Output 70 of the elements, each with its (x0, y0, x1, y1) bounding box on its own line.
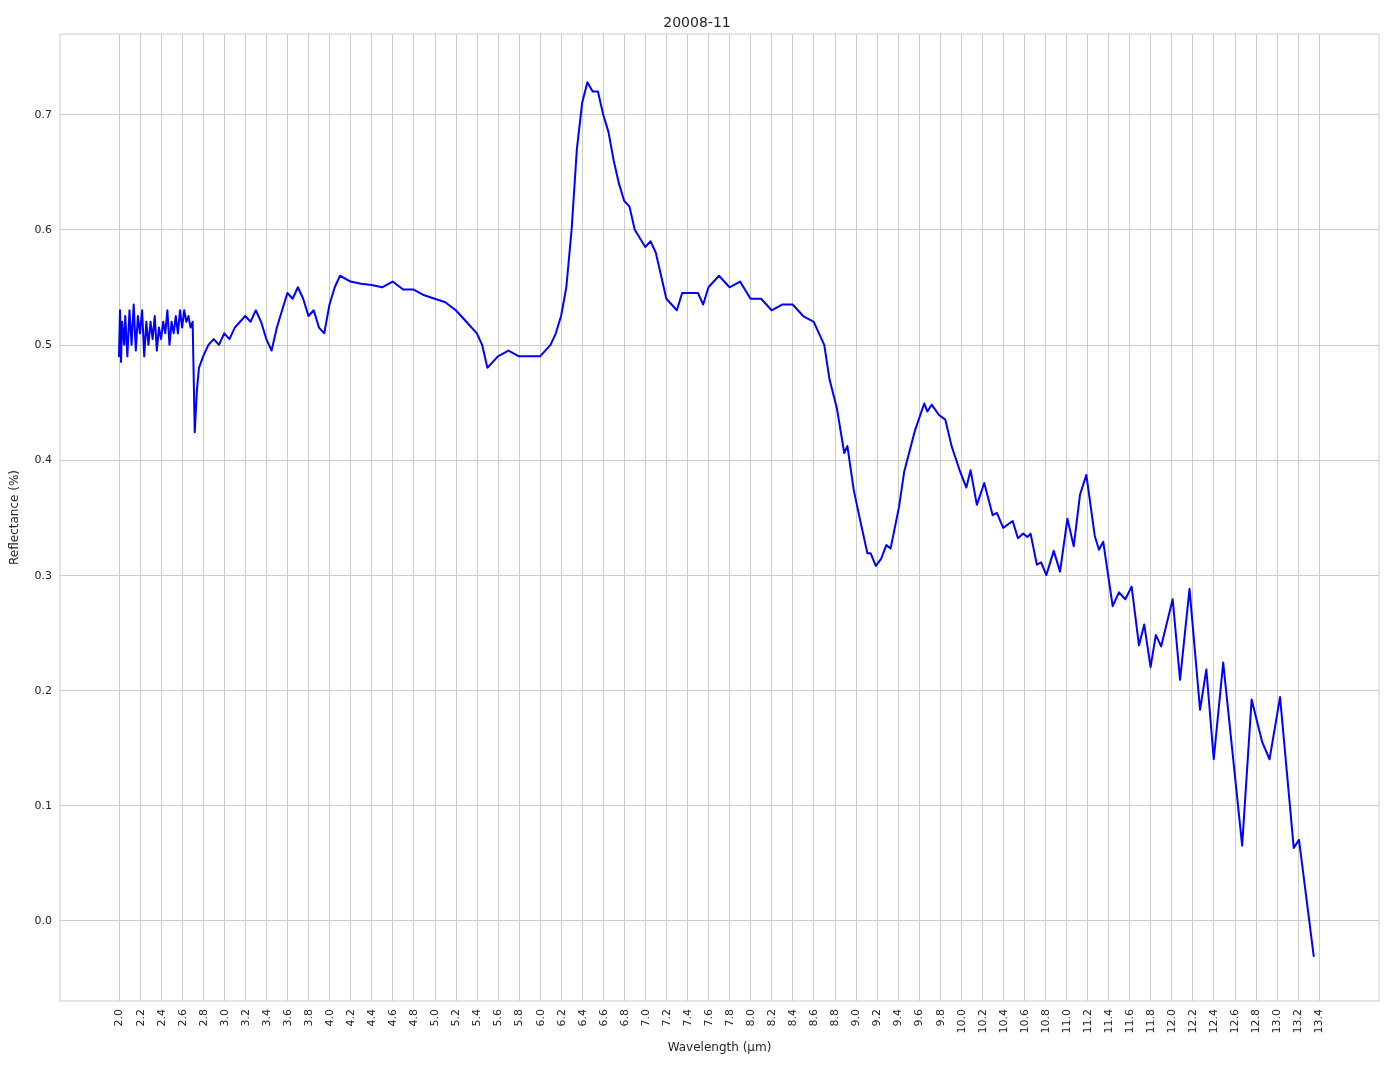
x-tick-label: 4.2 (344, 1009, 358, 1027)
x-tick-label: 8.6 (807, 1009, 821, 1027)
x-tick-label: 11.6 (1123, 1009, 1137, 1034)
x-tick-label: 7.4 (680, 1009, 694, 1027)
x-tick-label: 9.4 (891, 1009, 905, 1027)
x-tick-label: 5.6 (491, 1009, 505, 1027)
y-axis-title: Reflectance (%) (7, 470, 21, 565)
x-tick-label: 5.0 (428, 1009, 442, 1027)
x-tick-label: 5.2 (449, 1009, 463, 1027)
x-tick-label: 8.0 (744, 1009, 758, 1027)
x-tick-label: 12.2 (1186, 1009, 1200, 1034)
x-tick-label: 11.0 (1059, 1009, 1073, 1034)
x-axis-title: Wavelength (µm) (667, 1040, 772, 1055)
x-tick-label: 9.6 (912, 1009, 926, 1027)
x-tick-label: 4.0 (322, 1009, 336, 1027)
x-tick-label: 7.2 (659, 1009, 673, 1027)
x-tick-label: 10.4 (996, 1009, 1010, 1034)
y-tick-label: 0.6 (34, 223, 52, 237)
y-tick-label: 0.1 (34, 798, 52, 812)
x-tick-label: 8.4 (786, 1009, 800, 1027)
x-tick-label: 12.0 (1165, 1009, 1179, 1034)
x-tick-label: 9.8 (933, 1009, 947, 1027)
x-tick-label: 4.4 (365, 1009, 379, 1027)
x-tick-label: 11.2 (1080, 1009, 1094, 1034)
x-tick-label: 4.6 (386, 1009, 400, 1027)
x-tick-label: 7.6 (701, 1009, 715, 1027)
x-tick-label: 13.0 (1270, 1009, 1284, 1034)
x-tick-label: 12.4 (1207, 1009, 1221, 1034)
x-tick-label: 13.4 (1312, 1009, 1326, 1034)
x-tick-label: 2.6 (175, 1009, 189, 1027)
x-tick-label: 3.2 (238, 1009, 252, 1027)
x-tick-label: 2.2 (133, 1009, 147, 1027)
x-tick-label: 10.0 (954, 1009, 968, 1034)
y-tick-label: 0.7 (34, 108, 52, 122)
x-tick-label: 9.0 (849, 1009, 863, 1027)
x-tick-label: 2.0 (112, 1009, 126, 1027)
x-tick-label: 3.6 (280, 1009, 294, 1027)
x-tick-label: 5.8 (512, 1009, 526, 1027)
x-tick-label: 11.4 (1101, 1009, 1115, 1034)
x-tick-label: 10.6 (1017, 1009, 1031, 1034)
x-tick-label: 6.4 (575, 1009, 589, 1027)
x-tick-label: 3.4 (259, 1009, 273, 1027)
x-tick-label: 8.8 (828, 1009, 842, 1027)
x-tick-label: 11.8 (1144, 1009, 1158, 1034)
x-tick-label: 5.4 (470, 1009, 484, 1027)
x-tick-label: 3.0 (217, 1009, 231, 1027)
y-tick-label: 0.3 (34, 568, 52, 582)
x-tick-label: 6.8 (617, 1009, 631, 1027)
x-tick-label: 2.8 (196, 1009, 210, 1027)
x-tick-label: 7.0 (638, 1009, 652, 1027)
x-tick-label: 6.2 (554, 1009, 568, 1027)
x-tick-label: 8.2 (765, 1009, 779, 1027)
x-tick-label: 7.8 (723, 1009, 736, 1027)
x-tick-label: 2.4 (154, 1009, 168, 1027)
y-tick-label: 0.2 (34, 683, 52, 697)
x-tick-label: 10.2 (975, 1009, 989, 1034)
x-tick-label: 12.8 (1249, 1009, 1263, 1034)
x-tick-label: 10.8 (1038, 1009, 1052, 1034)
y-tick-label: 0.4 (34, 453, 52, 467)
chart-title: 20008-11 (663, 14, 731, 30)
x-tick-label: 9.2 (870, 1009, 884, 1027)
y-tick-label: 0.0 (34, 913, 52, 927)
x-tick-label: 6.0 (533, 1009, 547, 1027)
x-tick-label: 4.8 (407, 1009, 421, 1027)
x-tick-label: 3.8 (301, 1009, 315, 1027)
y-tick-label: 0.5 (34, 338, 52, 352)
x-tick-label: 13.2 (1291, 1009, 1305, 1034)
x-tick-label: 12.6 (1228, 1009, 1242, 1034)
line-series (117, 81, 1315, 958)
x-tick-label: 6.6 (596, 1009, 610, 1027)
